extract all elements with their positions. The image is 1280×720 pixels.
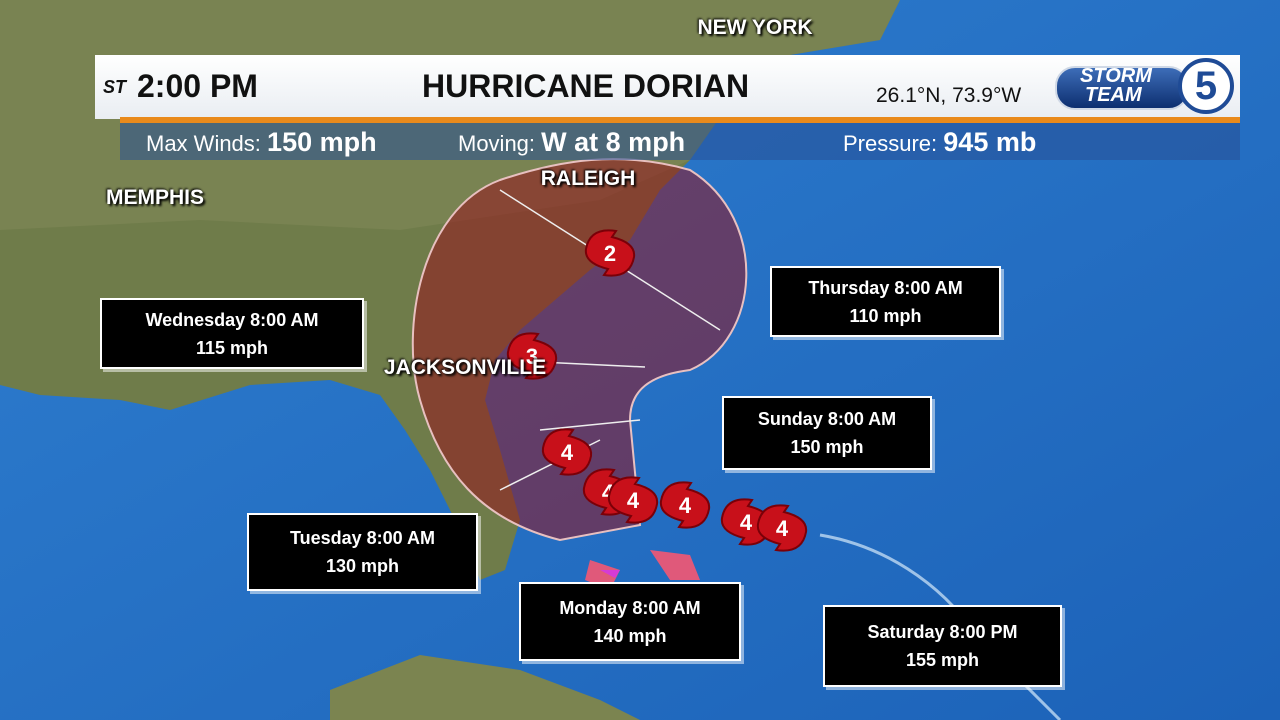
forecast-wind: 115 mph	[195, 337, 269, 358]
forecast-box: Saturday 8:00 PM 155 mph	[823, 605, 1062, 687]
forecast-box: Wednesday 8:00 AM 115 mph	[100, 298, 364, 369]
forecast-box: Thursday 8:00 AM 110 mph	[770, 266, 1001, 337]
stat: Max Winds: 150 mph	[146, 127, 377, 158]
track-marker: 3	[506, 332, 558, 380]
title: HURRICANE DORIAN	[422, 68, 750, 104]
stat-label: Max Winds:	[146, 131, 261, 156]
track-marker: 4	[659, 481, 711, 529]
stat-value: 945 mb	[943, 127, 1037, 157]
marker-swirl	[506, 332, 558, 380]
marker-swirl	[584, 229, 636, 277]
forecast-time: Tuesday 8:00 AM	[289, 528, 436, 548]
logo-line1: STORM	[1080, 65, 1152, 87]
forecast-box: Monday 8:00 AM 140 mph	[519, 582, 741, 661]
track-marker: 4	[541, 428, 593, 476]
forecast-wind: 140 mph	[593, 625, 667, 646]
logo-channel: 5	[1178, 58, 1234, 114]
marker-swirl	[659, 481, 711, 529]
time: 2:00 PM	[137, 68, 258, 104]
forecast-box: Sunday 8:00 AM 150 mph	[722, 396, 932, 470]
city-label: RALEIGH	[540, 167, 636, 190]
forecast-time: Saturday 8:00 PM	[867, 622, 1018, 642]
forecast-wind: 150 mph	[790, 437, 864, 457]
forecast-wind: 130 mph	[325, 556, 400, 576]
city-label: NEW YORK	[697, 16, 813, 39]
logo: STORM TEAM 5	[1050, 58, 1238, 114]
stat-value: 150 mph	[267, 127, 377, 157]
forecast-wind: 110 mph	[849, 305, 922, 326]
track-marker: 2	[584, 229, 636, 277]
track-marker: 4	[607, 476, 659, 524]
marker-category: 4	[561, 440, 574, 465]
forecast-time: Sunday 8:00 AM	[757, 409, 897, 429]
stats-bar	[120, 123, 1240, 160]
forecast-time: Wednesday 8:00 AM	[145, 309, 319, 330]
forecast-box: Tuesday 8:00 AM 130 mph	[247, 513, 478, 591]
marker-category: 4	[679, 493, 692, 518]
marker-category: 4	[776, 516, 789, 541]
marker-swirl	[541, 428, 593, 476]
marker-category: 4	[627, 488, 640, 513]
forecast-wind: 155 mph	[905, 650, 980, 670]
logo-badge	[1055, 66, 1189, 110]
stat-value: W at 8 mph	[541, 127, 686, 157]
marker-swirl	[756, 504, 808, 552]
stat-label: Moving:	[458, 131, 536, 156]
storm-position: 26.1°N, 73.9°W	[876, 84, 1022, 107]
marker-category: 4	[740, 510, 753, 535]
time-prefix: ST	[103, 77, 127, 97]
city-label: JACKSONVILLE	[383, 356, 547, 379]
marker-category: 2	[604, 241, 616, 266]
header-stripe	[120, 117, 1240, 123]
track-marker: 4	[756, 504, 808, 552]
forecast-time: Monday 8:00 AM	[559, 597, 701, 618]
stat: Moving: W at 8 mph	[458, 127, 685, 158]
stat: Pressure: 945 mb	[843, 127, 1036, 158]
header-bar	[95, 55, 1240, 119]
marker-category: 3	[526, 344, 538, 369]
stat-label: Pressure:	[843, 131, 938, 156]
marker-swirl	[607, 476, 659, 524]
city-label: MEMPHIS	[105, 186, 205, 209]
forecast-time: Thursday 8:00 AM	[808, 277, 963, 298]
logo-line2: TEAM	[1085, 84, 1142, 106]
track-marker: 4	[720, 498, 772, 546]
